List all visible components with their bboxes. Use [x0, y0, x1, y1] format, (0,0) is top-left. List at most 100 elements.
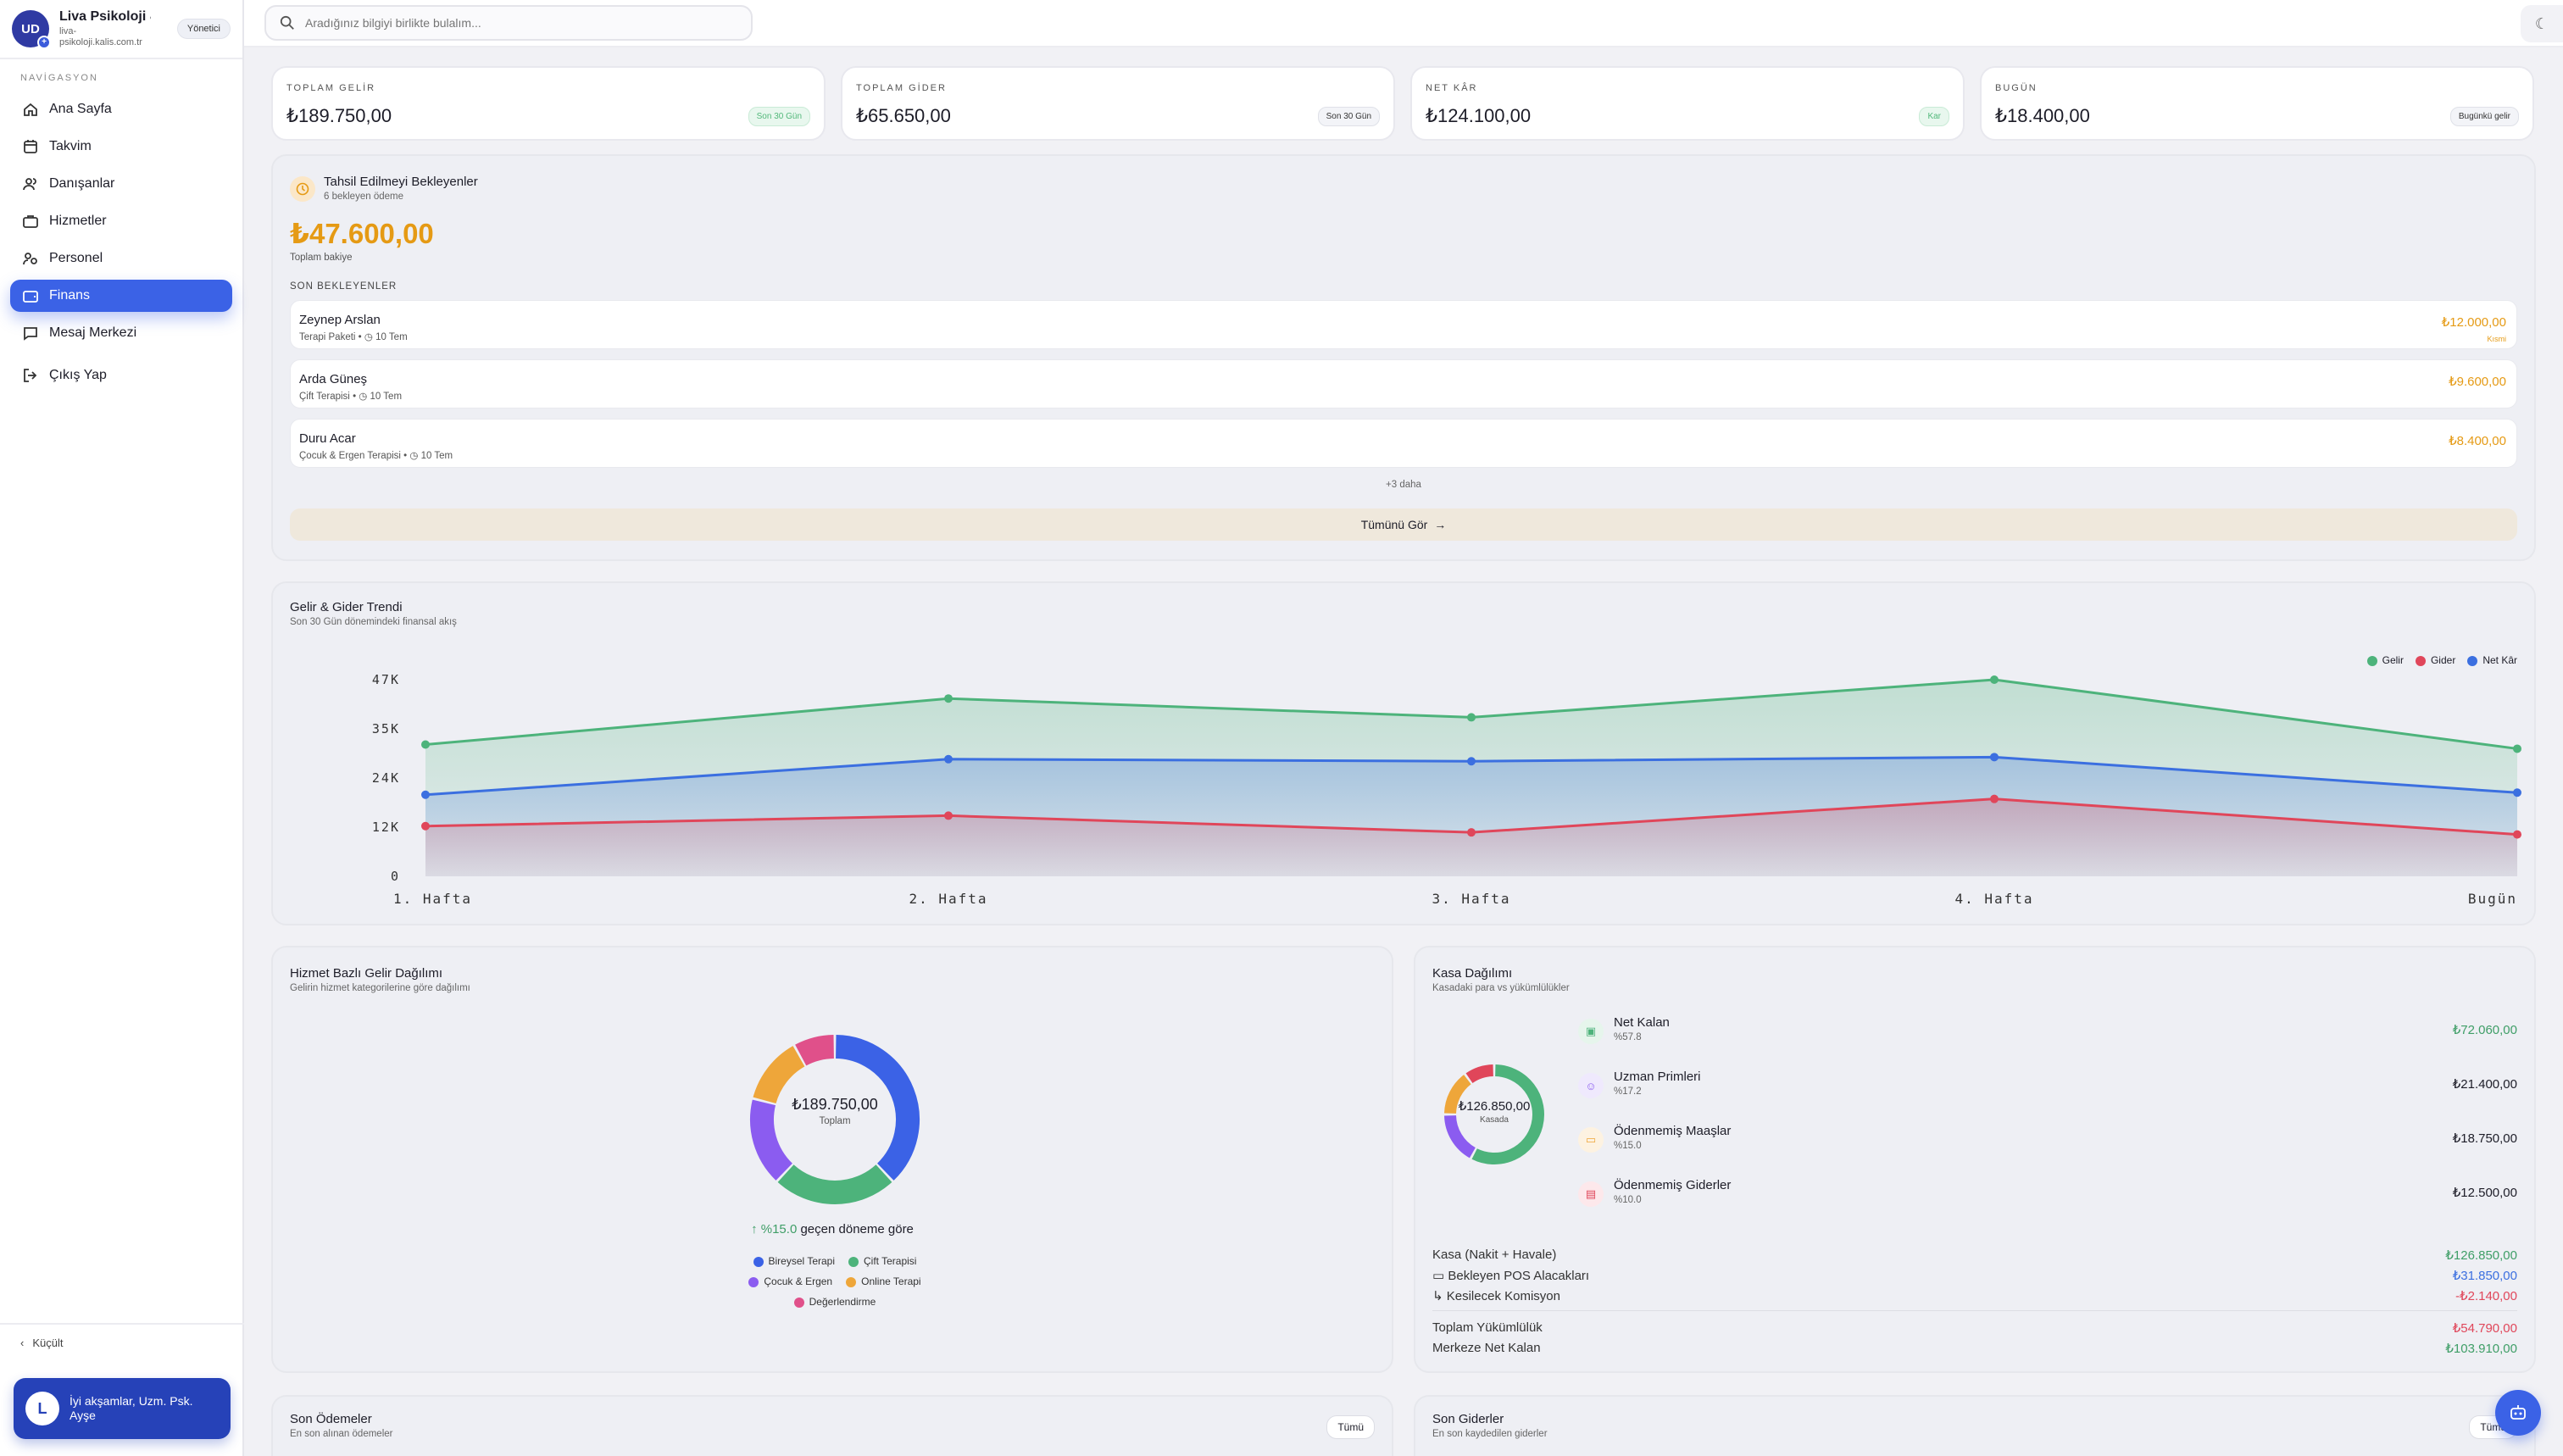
data-point[interactable] — [1990, 753, 1999, 762]
legend-item[interactable]: Değerlendirme — [793, 1292, 876, 1312]
client-name: Zeynep Arslan — [299, 313, 381, 327]
legend-label: Değerlendirme — [809, 1296, 876, 1308]
x-tick-label: 4. Hafta — [1954, 891, 2033, 907]
data-point[interactable] — [2513, 788, 2521, 797]
data-point[interactable] — [1467, 828, 1476, 837]
legend-item[interactable]: Net Kâr — [2467, 654, 2517, 666]
change-indicator: ↑ %15.0 geçen döneme göre — [273, 1222, 1392, 1236]
recent-expenses-subtitle: En son kaydedilen giderler — [1432, 1429, 1548, 1439]
avatar[interactable]: UD + — [12, 10, 51, 49]
legend-item[interactable]: Gider — [2415, 654, 2456, 666]
sidebar-item-takvim[interactable]: Takvim — [10, 131, 232, 163]
x-tick-label: 2. Hafta — [909, 891, 987, 907]
kasa-item-pct: %17.2 — [1614, 1086, 1642, 1097]
y-tick-label: 0 — [391, 869, 400, 884]
pending-note: Kısmi — [2487, 335, 2507, 343]
robot-icon — [2510, 1405, 2526, 1420]
summary-label: Kesilecek Komisyon — [1446, 1289, 1560, 1303]
kasa-item-name: Net Kalan — [1614, 1015, 1670, 1030]
pending-amount: ₺12.000,00 — [2441, 315, 2506, 330]
data-point[interactable] — [1990, 794, 1999, 803]
sidebar-item-personel[interactable]: Personel — [10, 242, 232, 275]
data-point[interactable] — [2513, 744, 2521, 753]
kasa-summary-row: ↳ Kesilecek Komisyon -₺2.140,00 — [1432, 1288, 2517, 1303]
users-icon: ☺ — [1578, 1073, 1604, 1098]
service-name: Terapi Paketi — [299, 332, 356, 342]
kasa-item: ▤ Ödenmemiş Giderler %10.0 ₺12.500,00 — [1578, 1178, 2517, 1229]
legend-item[interactable]: Online Terapi — [846, 1271, 921, 1292]
stat-label: TOPLAM GELİR — [286, 83, 376, 93]
donut-slice[interactable] — [777, 1164, 892, 1204]
pending-meta: Çift Terapisi • ◷ 10 Tem — [299, 390, 402, 402]
y-tick-label: 12K — [372, 820, 400, 835]
kasa-item-name: Uzman Primleri — [1614, 1070, 1701, 1084]
pending-row[interactable]: Zeynep Arslan Terapi Paketi • ◷ 10 Tem ₺12… — [290, 300, 2517, 349]
theme-toggle-button[interactable]: ☾ — [2521, 5, 2563, 42]
stat-badge: Kar — [1919, 107, 1949, 126]
data-point[interactable] — [1467, 757, 1476, 766]
data-point[interactable] — [2513, 830, 2521, 839]
pending-row[interactable]: Arda Güneş Çift Terapisi • ◷ 10 Tem ₺9.600… — [290, 359, 2517, 408]
change-value: %15.0 — [760, 1222, 798, 1236]
kasa-summary-row: Merkeze Net Kalan ₺103.910,00 — [1432, 1341, 2517, 1356]
kasa-items: ▣ Net Kalan %57.8 ₺72.060,00 ☺ Uzman Primleri… — [1578, 1015, 2517, 1236]
data-point[interactable] — [1990, 675, 1999, 684]
donut-slice[interactable] — [750, 1099, 793, 1181]
legend-label: Gider — [2430, 654, 2456, 666]
legend-item[interactable]: Gelir — [2366, 654, 2404, 666]
sidebar-item-danışanlar[interactable]: Danışanlar — [10, 168, 232, 200]
separator-dot-icon: • — [349, 392, 359, 402]
greeting-card[interactable]: L İyi akşamlar, Uzm. Psk. Ayşe — [14, 1378, 231, 1439]
recent-payments-all-button[interactable]: Tümü — [1326, 1415, 1375, 1439]
kasa-item-pct: %57.8 — [1614, 1032, 1642, 1042]
legend-item[interactable]: Çocuk & Ergen — [748, 1271, 832, 1292]
data-point[interactable] — [421, 740, 430, 749]
sidebar: UD+ Liva Psikoloji & ... liva-psikoloji.… — [0, 0, 244, 1456]
donut-slice[interactable] — [795, 1035, 835, 1066]
brand-logo-icon: L — [25, 1392, 59, 1425]
sidebar-item-çıkış-yap[interactable]: Çıkış Yap — [10, 359, 232, 392]
kasa-item-value: ₺72.060,00 — [2452, 1023, 2517, 1037]
stat-value: ₺18.400,00 — [1995, 105, 2090, 126]
data-point[interactable] — [944, 811, 953, 820]
sidebar-item-hizmetler[interactable]: Hizmetler — [10, 205, 232, 237]
data-point[interactable] — [944, 694, 953, 703]
pending-total: ₺47.600,00 — [290, 218, 434, 249]
y-tick-label: 47K — [372, 672, 400, 687]
users-icon — [23, 178, 36, 191]
donut-slice[interactable] — [1465, 1064, 1494, 1084]
data-point[interactable] — [421, 821, 430, 831]
data-point[interactable] — [944, 754, 953, 764]
sidebar-item-ana-sayfa[interactable]: Ana Sayfa — [10, 93, 232, 125]
service-subtitle: Gelirin hizmet kategorilerine göre dağıl… — [290, 983, 470, 993]
staff-icon — [23, 253, 37, 265]
arrow-right-icon: → — [1434, 518, 1447, 531]
donut-slice[interactable] — [1444, 1114, 1476, 1159]
donut-slice[interactable] — [1444, 1075, 1471, 1114]
sidebar-item-finans[interactable]: Finans — [10, 280, 232, 312]
sidebar-item-label: Finans — [49, 288, 91, 303]
donut-slice[interactable] — [1471, 1064, 1544, 1164]
sidebar-item-mesaj-merkezi[interactable]: Mesaj Merkezi — [10, 317, 232, 349]
data-point[interactable] — [1467, 713, 1476, 722]
pending-amount: ₺9.600,00 — [2449, 375, 2506, 389]
search-box[interactable] — [264, 5, 753, 41]
collapse-button[interactable]: ‹ Küçült — [0, 1323, 244, 1361]
pending-meta: Terapi Paketi • ◷ 10 Tem — [299, 331, 408, 342]
donut-slice[interactable] — [753, 1046, 805, 1104]
recent-payments-subtitle: En son alınan ödemeler — [290, 1429, 393, 1439]
nav-list: Ana Sayfa Takvim Danışanlar Hizmetler Person… — [0, 93, 242, 392]
search-input[interactable] — [305, 16, 729, 30]
pending-row[interactable]: Duru Acar Çocuk & Ergen Terapisi • ◷ 10 T… — [290, 419, 2517, 468]
avatar-initials: UD — [21, 21, 40, 36]
service-legend: Bireysel Terapi Çift Terapisi Çocuk & Erge… — [731, 1251, 939, 1312]
pending-meta: Çocuk & Ergen Terapisi • ◷ 10 Tem — [299, 449, 453, 461]
stat-label: NET KÂR — [1426, 83, 1478, 93]
assistant-bot-button[interactable] — [2495, 1390, 2541, 1436]
data-point[interactable] — [421, 790, 430, 799]
see-all-button[interactable]: Tümünü Gör → — [290, 508, 2517, 541]
donut-slice[interactable] — [835, 1035, 920, 1181]
legend-item[interactable]: Çift Terapisi — [848, 1251, 916, 1271]
legend-item[interactable]: Bireysel Terapi — [753, 1251, 835, 1271]
pending-date: 10 Tem — [420, 451, 453, 461]
